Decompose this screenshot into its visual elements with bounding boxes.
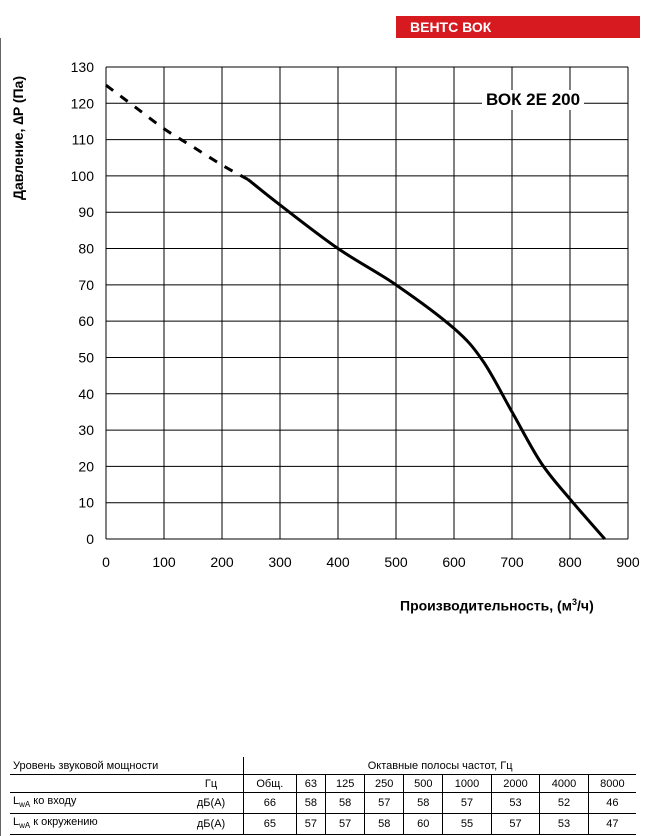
chart-grid	[105, 66, 629, 540]
column-header: 250	[364, 774, 405, 793]
brand-banner: ВЕНТС ВОК	[396, 16, 640, 38]
table-cell: 53	[490, 791, 541, 815]
table-row: LwA к окружению дБ(А) 65 57 57 58 60 55 57 53 47	[10, 813, 636, 836]
x-tick-label: 0	[102, 554, 110, 570]
y-tick-label: 100	[71, 168, 95, 184]
table-header-left: Уровень звуковой мощности	[10, 757, 245, 775]
pressure-flow-chart: 0 100 200 300 400 500 600 700 800 900 0 10 20 30 40 50…	[71, 59, 640, 570]
column-header: 2000	[490, 774, 541, 793]
table-cell: 66	[243, 791, 297, 815]
table-cell: 58	[325, 791, 366, 815]
table-cell: 60	[403, 813, 444, 836]
table-columns-row: Гц Общ. 63 125 250 500 1000 2000 4000 8000	[10, 774, 636, 793]
table-cell: 58	[364, 813, 405, 836]
y-tick-label: 40	[78, 386, 94, 402]
table-row: LwA ко входу дБ(А) 66 58 58 57 58 57 53 52 46	[10, 791, 636, 815]
y-tick-label: 50	[78, 349, 94, 365]
curves	[105, 83, 606, 540]
frame-border	[0, 38, 1, 836]
curve-solid	[247, 178, 606, 540]
x-tick-label: 400	[326, 554, 350, 570]
row-label: LwA к окружению	[10, 813, 179, 836]
table-cell: 57	[325, 813, 366, 836]
y-axis-label: Давление, ∆P (Па)	[10, 75, 26, 201]
y-tick-label: 90	[78, 204, 94, 220]
y-tick-label: 60	[78, 313, 94, 329]
x-tick-labels: 0 100 200 300 400 500 600 700 800 900	[102, 554, 640, 570]
model-title: ВОК 2Е 200	[482, 90, 585, 110]
table-cell: 58	[403, 791, 444, 815]
y-tick-label: 0	[86, 531, 94, 547]
y-tick-labels: 0 10 20 30 40 50 60 70 80 90 100 110 120 130	[71, 59, 95, 547]
curve-dashed	[105, 83, 249, 181]
x-tick-label: 700	[500, 554, 524, 570]
y-tick-label: 120	[71, 95, 95, 111]
column-header: 8000	[587, 774, 636, 793]
y-tick-label: 130	[71, 59, 95, 75]
x-tick-label: 100	[152, 554, 176, 570]
table-header-row: Уровень звуковой мощности Октавные полос…	[10, 757, 636, 775]
y-tick-label: 110	[72, 132, 95, 148]
sound-power-table: Уровень звуковой мощности Октавные полос…	[10, 757, 636, 836]
y-tick-label: 80	[78, 241, 94, 257]
x-axis-label: Производительность, (м3/ч)	[400, 597, 594, 614]
table-cell: 52	[539, 791, 589, 815]
table-cell: 58	[295, 791, 327, 815]
y-tick-label: 10	[78, 495, 94, 511]
table-cell: 46	[587, 791, 636, 815]
column-header: 1000	[442, 774, 492, 793]
x-tick-label: 900	[616, 554, 640, 570]
table-header-right: Октавные полосы частот, Гц	[243, 757, 636, 775]
x-tick-label: 300	[268, 554, 292, 570]
table-cell: 47	[587, 813, 636, 836]
table-cell: 65	[243, 813, 297, 836]
table-cell: 57	[490, 813, 541, 836]
y-tick-label: 30	[78, 422, 94, 438]
x-tick-label: 200	[210, 554, 234, 570]
x-tick-label: 600	[442, 554, 466, 570]
table-cell: 57	[295, 813, 327, 836]
column-header: 500	[403, 774, 444, 793]
unit-hz: Гц	[178, 774, 245, 793]
column-header: 125	[325, 774, 366, 793]
column-header: Общ.	[243, 774, 297, 793]
table-cell: 57	[442, 791, 492, 815]
x-tick-label: 500	[384, 554, 408, 570]
table-cell: 53	[539, 813, 589, 836]
row-label: LwA ко входу	[10, 791, 179, 815]
column-header: 63	[295, 774, 327, 793]
row-unit: дБ(А)	[178, 791, 245, 815]
x-tick-label: 800	[558, 554, 582, 570]
y-tick-label: 70	[78, 277, 94, 293]
row-unit: дБ(А)	[178, 813, 245, 836]
table-cell: 57	[364, 791, 405, 815]
column-header: 4000	[539, 774, 589, 793]
y-tick-label: 20	[78, 458, 94, 474]
table-cell: 55	[442, 813, 492, 836]
